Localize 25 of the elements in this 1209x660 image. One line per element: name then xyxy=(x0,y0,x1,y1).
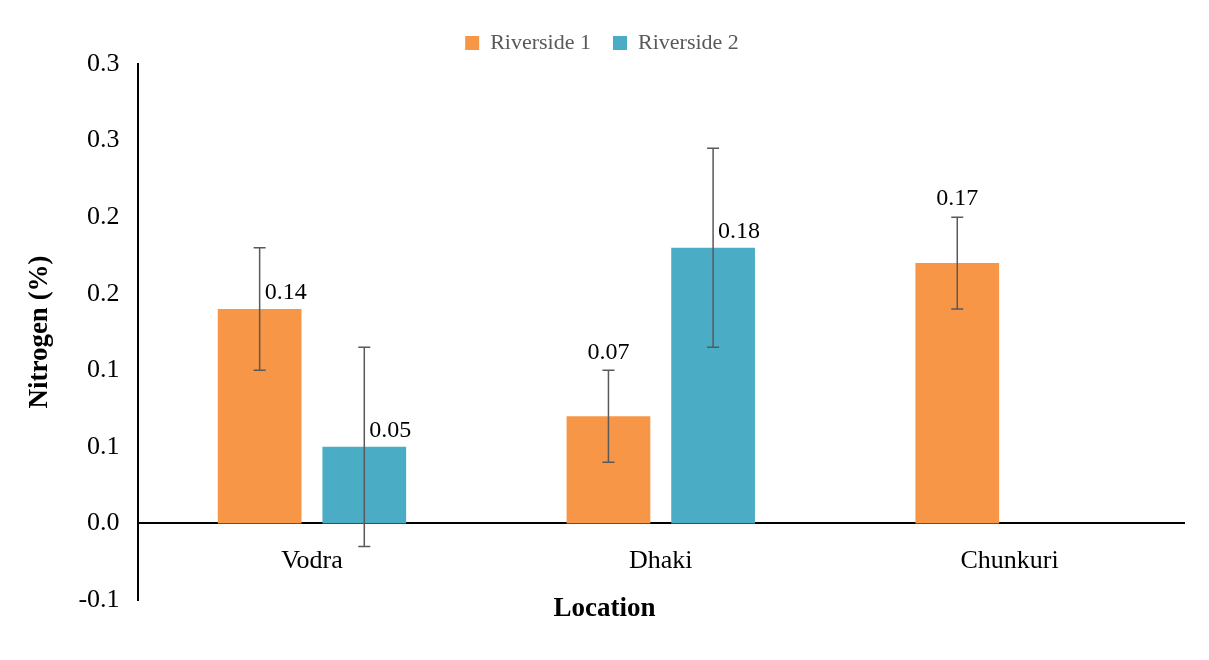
x-tick-label: Dhaki xyxy=(629,544,693,574)
bar xyxy=(322,446,407,524)
data-label: 0.17 xyxy=(936,184,979,211)
legend-label: Riverside 1 xyxy=(490,28,592,54)
y-axis-title: Nitrogen (%) xyxy=(23,255,54,409)
y-tick-label: 0.3 xyxy=(87,47,120,77)
data-label: 0.18 xyxy=(718,217,761,244)
y-tick-label: -0.1 xyxy=(78,583,120,613)
bar xyxy=(671,247,755,524)
y-tick-label: 0.0 xyxy=(87,507,120,537)
bar xyxy=(915,263,1000,524)
data-label: 0.07 xyxy=(587,337,630,364)
y-tick-label: 0.3 xyxy=(87,124,120,154)
legend-label: Riverside 2 xyxy=(638,28,739,54)
bar xyxy=(566,416,651,524)
y-tick-label: 0.1 xyxy=(87,430,120,460)
y-tick-label: 0.1 xyxy=(87,354,120,384)
x-tick-label: Chunkuri xyxy=(960,544,1059,574)
data-label: 0.14 xyxy=(264,278,307,305)
data-label: 0.05 xyxy=(369,416,412,443)
y-tick-label: 0.2 xyxy=(87,200,120,230)
bar xyxy=(217,309,302,524)
x-axis-title: Location xyxy=(553,592,656,622)
x-tick-label: Vodra xyxy=(281,544,344,574)
y-tick-label: 0.2 xyxy=(87,277,120,307)
